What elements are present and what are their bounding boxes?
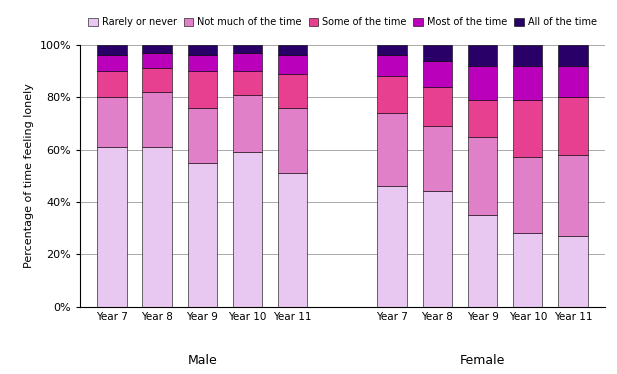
Bar (468, 45, 497, 66)
Bar (513, 45, 542, 66)
Bar (233, 45, 262, 53)
Legend: Rarely or never, Not much of the time, Some of the time, Most of the time, All o: Rarely or never, Not much of the time, S… (85, 13, 600, 31)
Bar (233, 71, 262, 95)
Bar (97, 147, 126, 307)
Bar (188, 71, 217, 108)
Bar (278, 74, 307, 108)
Bar (468, 66, 497, 100)
Bar (513, 233, 542, 307)
Bar (378, 186, 407, 307)
Y-axis label: Percentage of time feeling lonely: Percentage of time feeling lonely (24, 83, 34, 268)
Bar (143, 147, 172, 307)
Bar (423, 45, 452, 61)
Bar (558, 66, 588, 97)
Bar (558, 155, 588, 236)
Bar (513, 66, 542, 100)
Bar (278, 108, 307, 173)
Bar (468, 100, 497, 137)
Bar (97, 45, 126, 55)
Bar (97, 71, 126, 97)
Bar (378, 113, 407, 186)
Bar (468, 137, 497, 215)
Bar (278, 173, 307, 307)
Bar (188, 108, 217, 163)
Bar (188, 55, 217, 71)
Text: Male: Male (188, 354, 217, 367)
Bar (378, 55, 407, 76)
Bar (378, 76, 407, 113)
Bar (97, 97, 126, 147)
Bar (513, 157, 542, 233)
Bar (558, 97, 588, 155)
Bar (513, 100, 542, 157)
Bar (143, 45, 172, 53)
Bar (423, 61, 452, 87)
Bar (188, 45, 217, 55)
Bar (378, 45, 407, 55)
Bar (143, 92, 172, 147)
Bar (233, 95, 262, 152)
Bar (278, 55, 307, 74)
Bar (143, 53, 172, 68)
Bar (423, 191, 452, 307)
Bar (423, 126, 452, 191)
Bar (143, 68, 172, 92)
Text: Female: Female (460, 354, 505, 367)
Bar (97, 55, 126, 71)
Bar (233, 152, 262, 307)
Bar (278, 45, 307, 55)
Bar (233, 53, 262, 71)
Bar (558, 45, 588, 66)
Bar (468, 215, 497, 307)
Bar (558, 236, 588, 307)
Bar (423, 87, 452, 126)
Bar (188, 163, 217, 307)
